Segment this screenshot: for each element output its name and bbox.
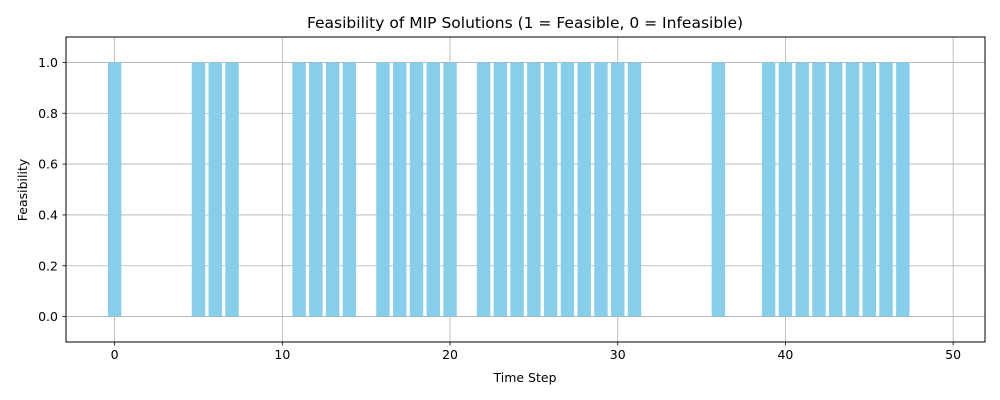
y-tick-label: 0.4 xyxy=(38,207,58,222)
bar xyxy=(225,62,239,317)
bar xyxy=(393,62,407,317)
x-tick-label: 10 xyxy=(274,347,290,362)
bar xyxy=(527,62,541,317)
bar xyxy=(761,62,776,317)
bar xyxy=(493,62,508,317)
bar xyxy=(342,62,357,317)
bar xyxy=(510,62,524,317)
plot-frame xyxy=(65,36,986,343)
bar xyxy=(292,62,306,317)
bar xyxy=(325,62,340,317)
bar xyxy=(627,62,642,317)
bar xyxy=(309,62,323,317)
x-axis: 0 10 20 30 40 50 xyxy=(111,342,961,362)
bar xyxy=(376,62,390,317)
bar xyxy=(543,62,558,317)
x-tick-label: 50 xyxy=(945,347,961,362)
bar xyxy=(812,62,826,317)
bar xyxy=(845,62,860,317)
x-tick-label: 20 xyxy=(442,347,458,362)
bar xyxy=(409,62,424,317)
y-axis: 0.0 0.2 0.4 0.6 0.8 1.0 xyxy=(38,55,66,324)
bar xyxy=(560,62,575,317)
bar xyxy=(208,62,222,317)
y-tick-label: 1.0 xyxy=(38,55,58,70)
bar xyxy=(711,62,726,317)
y-tick-label: 0.0 xyxy=(38,309,58,324)
bar xyxy=(426,62,440,317)
y-tick-label: 0.6 xyxy=(38,157,58,172)
bar xyxy=(443,62,457,317)
bar xyxy=(107,62,122,317)
bar xyxy=(862,62,876,317)
x-tick-label: 0 xyxy=(111,347,119,362)
x-tick-label: 30 xyxy=(610,347,626,362)
chart-title: Feasibility of MIP Solutions (1 = Feasib… xyxy=(307,14,743,32)
bar xyxy=(879,62,893,317)
bar xyxy=(829,62,843,317)
x-axis-label: Time Step xyxy=(492,370,556,385)
x-tick-label: 40 xyxy=(777,347,793,362)
bar xyxy=(476,62,491,317)
bar xyxy=(795,62,809,317)
bar xyxy=(778,62,793,317)
bar xyxy=(577,62,591,317)
y-tick-label: 0.2 xyxy=(38,258,58,273)
bars xyxy=(107,62,910,317)
bar xyxy=(594,62,608,317)
y-tick-label: 0.8 xyxy=(38,106,58,121)
y-axis-label: Feasibility xyxy=(15,158,30,221)
bar xyxy=(611,62,625,317)
bar xyxy=(191,62,206,317)
bar xyxy=(896,62,910,317)
